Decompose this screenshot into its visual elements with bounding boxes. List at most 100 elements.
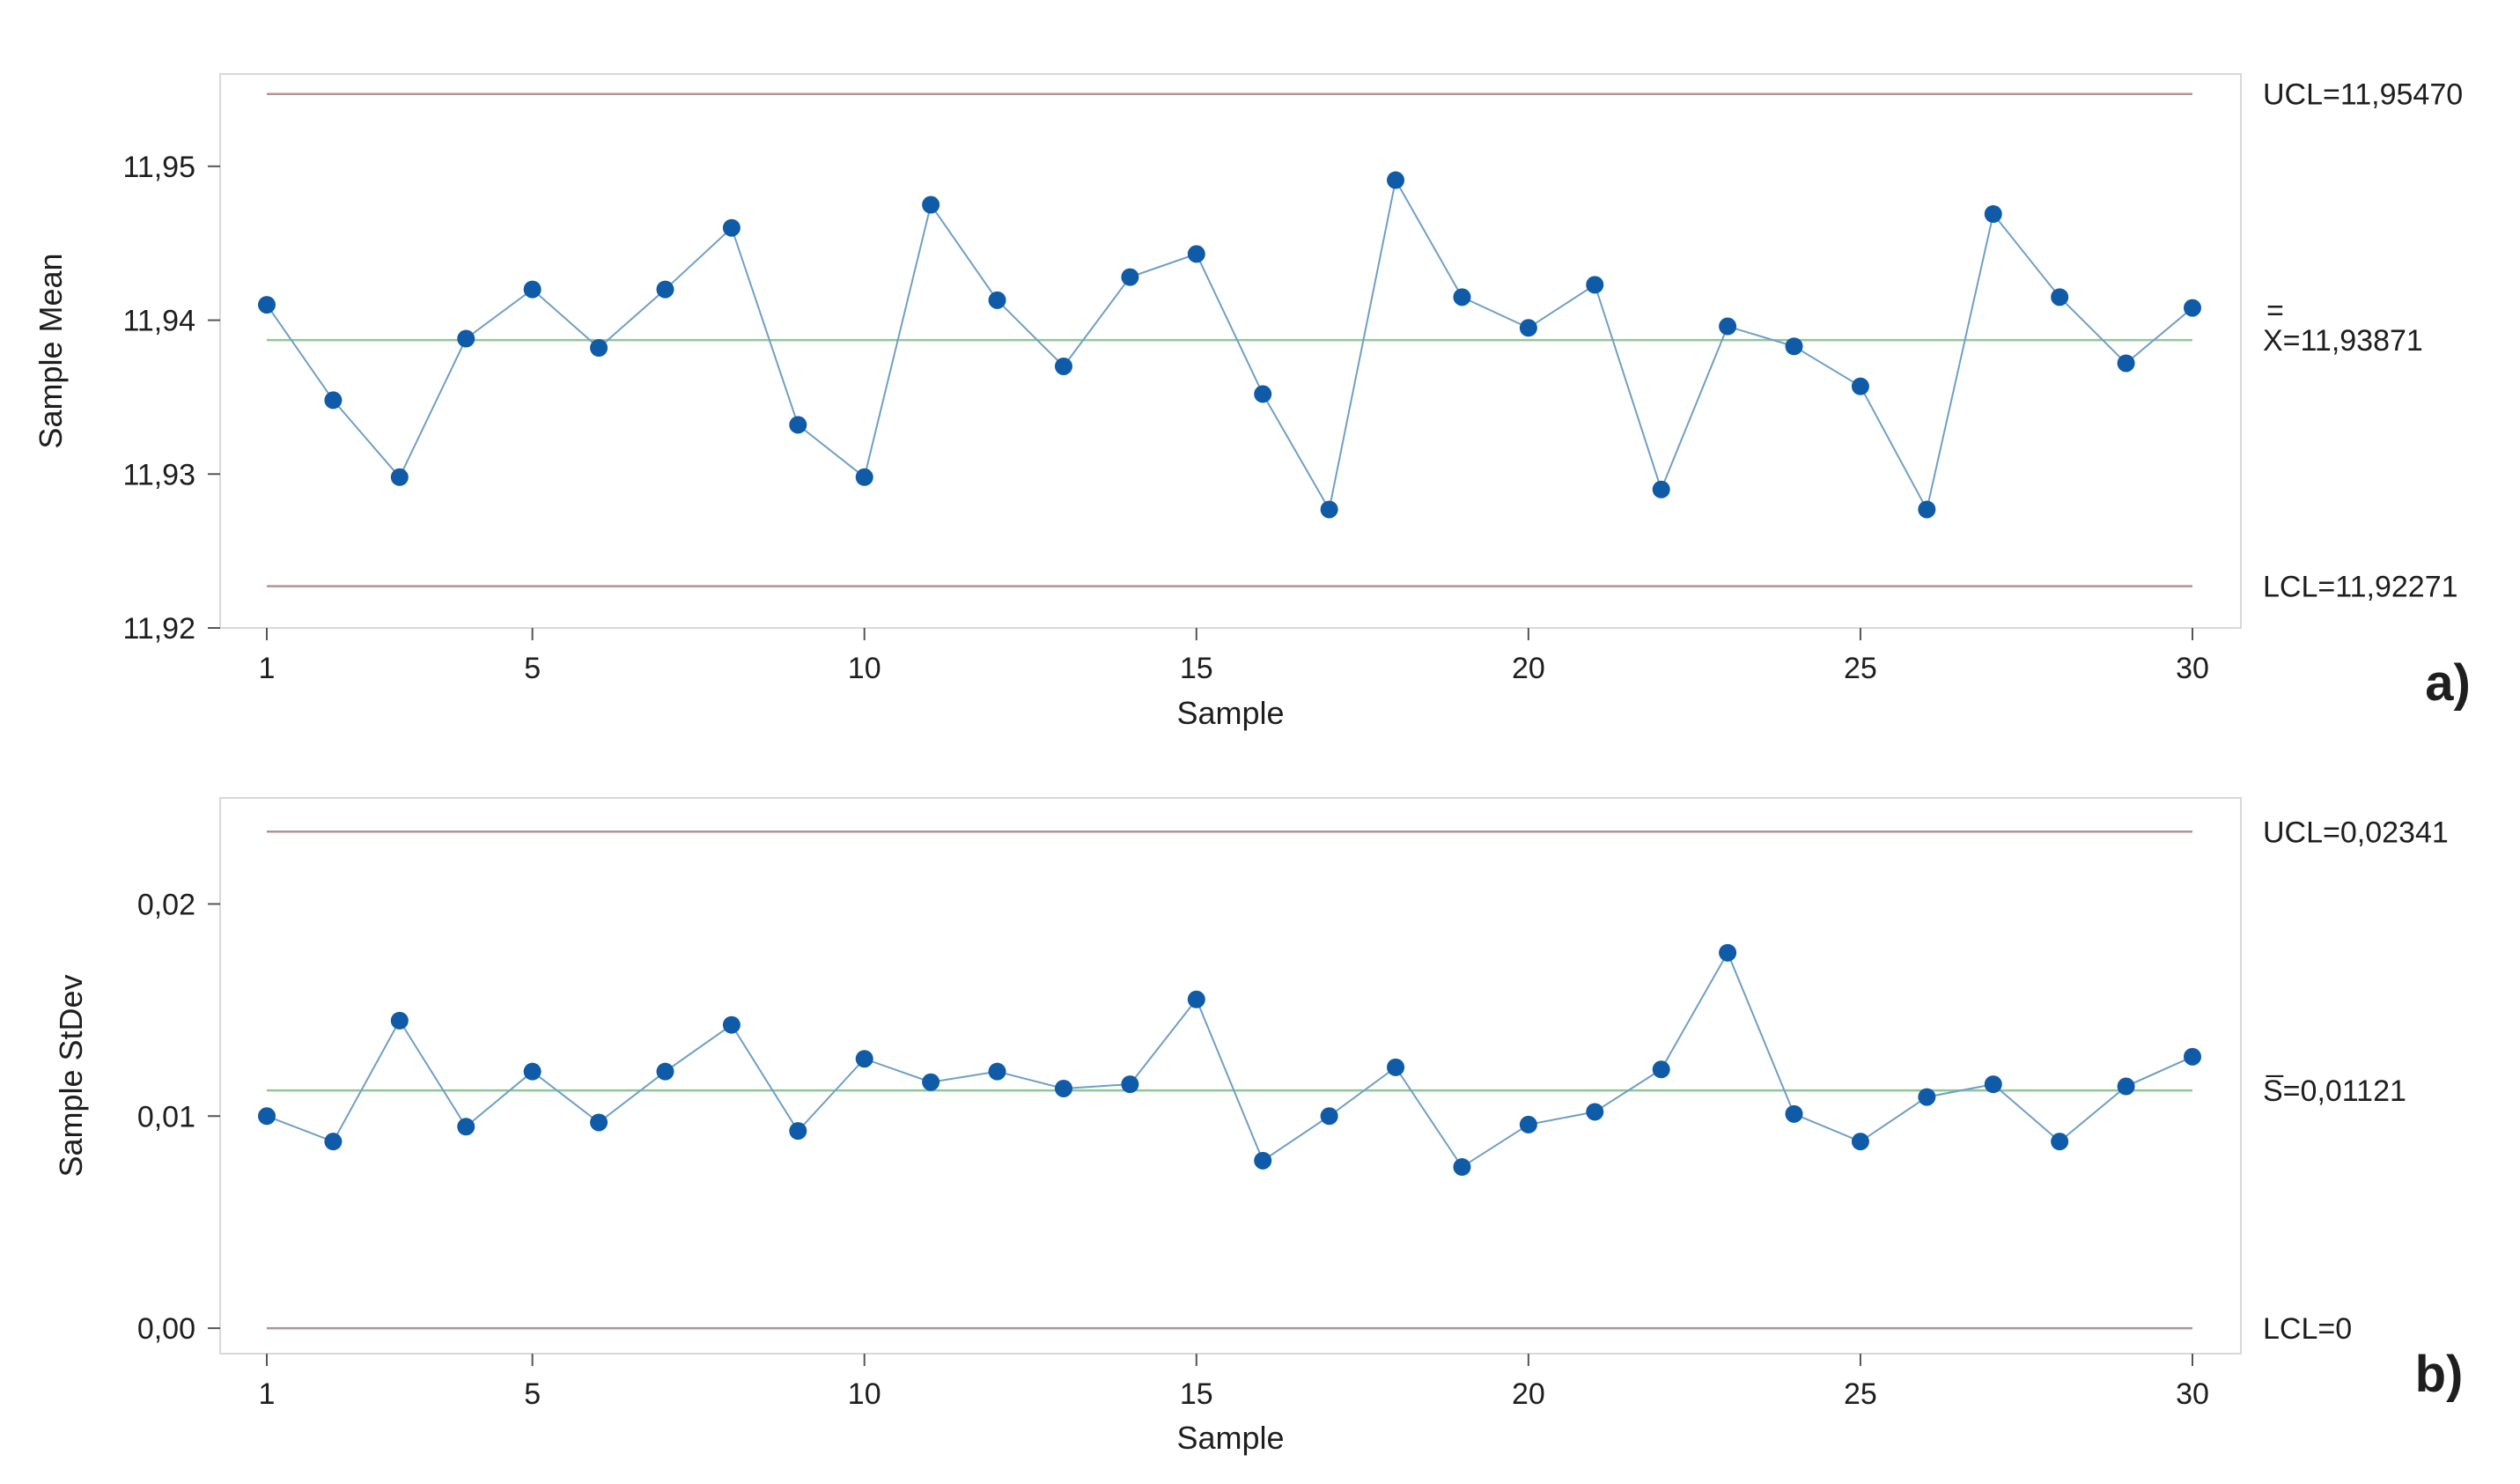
data-point	[258, 1107, 276, 1126]
center-label: X=11,93871	[2263, 324, 2423, 358]
x-tick-label: 1	[259, 652, 276, 685]
y-axis-title: Sample Mean	[33, 253, 69, 448]
data-point	[523, 1062, 542, 1081]
y-axis-title: Sample StDev	[53, 974, 89, 1177]
data-point	[1254, 1151, 1272, 1170]
data-point	[258, 296, 276, 314]
center-label: S=0,01121	[2263, 1074, 2406, 1108]
center-overline-mark: =	[2266, 294, 2284, 328]
y-tick-label: 11,92	[122, 612, 195, 646]
data-point	[1984, 204, 2002, 223]
data-point	[1320, 500, 1338, 519]
data-point	[324, 1133, 343, 1151]
x-axis-title: Sample	[1176, 1420, 1284, 1456]
data-point	[1187, 245, 1205, 263]
data-point	[1652, 1060, 1670, 1079]
data-point	[789, 1122, 807, 1141]
data-point	[1984, 1075, 2002, 1094]
data-point	[457, 1118, 475, 1136]
x-tick-label: 15	[1180, 1377, 1213, 1411]
x-tick-label: 10	[848, 652, 881, 685]
data-point	[722, 1015, 741, 1034]
x-tick-label: 20	[1512, 652, 1545, 685]
data-point	[2184, 1047, 2201, 1066]
data-point	[1121, 268, 1139, 286]
data-point	[324, 391, 343, 410]
ucl-label: UCL=11,95470	[2263, 78, 2463, 112]
panel-label: b)	[2415, 1346, 2464, 1403]
data-point	[457, 329, 475, 348]
data-point	[390, 1011, 409, 1030]
data-point	[1054, 1079, 1072, 1097]
x-tick-label: 1	[259, 1377, 276, 1411]
data-point	[1918, 500, 1936, 519]
data-point	[1387, 1058, 1405, 1076]
data-point	[855, 1050, 873, 1068]
data-point	[1785, 337, 1803, 356]
x-tick-label: 10	[848, 1377, 881, 1411]
data-point	[2117, 1077, 2135, 1096]
data-point	[590, 339, 608, 358]
data-point	[656, 280, 674, 299]
data-point	[855, 468, 873, 486]
data-point	[988, 291, 1006, 309]
data-point	[1453, 288, 1471, 306]
series-line	[266, 950, 2193, 1169]
data-point	[1453, 1158, 1471, 1177]
data-point	[2184, 299, 2201, 317]
ucl-label: UCL=0,02341	[2263, 816, 2449, 849]
data-point	[1519, 319, 1537, 337]
data-point	[1320, 1107, 1338, 1126]
data-point	[656, 1062, 674, 1081]
data-point	[2051, 288, 2069, 306]
data-point	[1586, 276, 1604, 294]
x-tick-label: 5	[524, 1377, 541, 1411]
data-point	[523, 280, 542, 299]
data-point	[1519, 1115, 1537, 1133]
data-point	[1851, 1133, 1869, 1151]
x-tick-label: 30	[2176, 652, 2209, 685]
x-tick-label: 30	[2176, 1377, 2209, 1411]
data-point	[1851, 377, 1869, 395]
data-point	[1918, 1088, 1936, 1106]
data-point	[789, 416, 807, 434]
data-point	[1054, 357, 1072, 375]
data-point	[922, 196, 940, 214]
panel-label: a)	[2425, 654, 2471, 712]
data-point	[1719, 317, 1737, 336]
data-point	[1586, 1103, 1604, 1121]
data-point	[1187, 990, 1205, 1008]
data-point	[2117, 354, 2135, 373]
x-tick-label: 20	[1512, 1377, 1545, 1411]
data-point	[1719, 943, 1737, 962]
data-point	[2051, 1133, 2069, 1151]
data-point	[722, 218, 741, 237]
y-tick-label: 0,00	[137, 1312, 195, 1346]
data-point	[590, 1113, 608, 1132]
x-tick-label: 25	[1844, 652, 1877, 685]
lcl-label: LCL=0	[2263, 1312, 2352, 1346]
center-overline-mark: _	[2266, 1045, 2284, 1078]
x-tick-label: 5	[524, 652, 541, 685]
series-line	[266, 177, 2193, 513]
lcl-label: LCL=11,92271	[2263, 571, 2458, 604]
y-tick-label: 0,01	[137, 1100, 195, 1133]
data-point	[988, 1062, 1006, 1081]
data-point	[390, 468, 409, 486]
y-tick-label: 11,93	[122, 458, 195, 491]
data-point	[922, 1073, 940, 1091]
x-tick-label: 15	[1180, 652, 1213, 685]
data-point	[1652, 480, 1670, 498]
y-tick-label: 11,95	[122, 151, 195, 184]
x-axis-title: Sample	[1176, 695, 1284, 731]
data-point	[1387, 171, 1405, 189]
x-tick-label: 25	[1844, 1377, 1877, 1411]
data-point	[1785, 1104, 1803, 1123]
plot-frame	[219, 73, 2242, 629]
data-point	[1254, 385, 1272, 403]
plot-frame	[219, 797, 2242, 1355]
